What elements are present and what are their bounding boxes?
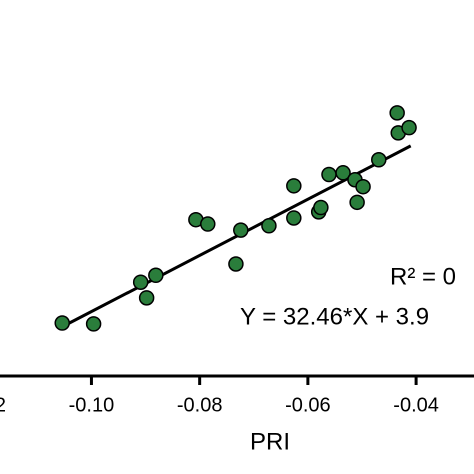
data-point: [85, 316, 102, 332]
data-point: [349, 194, 365, 211]
x-tick-label: -0.06: [285, 394, 331, 416]
data-point: [286, 210, 302, 226]
data-point: [148, 267, 164, 284]
r-squared-annotation: R² = 0: [390, 263, 456, 290]
data-point: [313, 199, 329, 216]
data-point: [335, 165, 351, 181]
data-point: [233, 222, 249, 238]
x-tick-label: -0.08: [177, 394, 223, 416]
x-tick-label: -0.10: [69, 394, 115, 416]
data-point: [286, 178, 302, 194]
x-axis-label: PRI: [250, 428, 290, 455]
data-point: [261, 218, 277, 234]
data-point: [54, 315, 70, 331]
data-point: [132, 274, 149, 290]
data-point: [200, 216, 216, 232]
data-point: [321, 166, 337, 183]
data-point: [228, 256, 244, 272]
equation-annotation: Y = 32.46*X + 3.9: [240, 303, 429, 330]
data-point: [138, 290, 155, 306]
data-point: [389, 105, 405, 121]
data-point: [371, 152, 387, 168]
data-point: [355, 178, 371, 195]
x-tick-label: -0.04: [393, 394, 439, 416]
x-tick-label: -0.12: [0, 394, 6, 416]
data-point: [401, 119, 417, 136]
